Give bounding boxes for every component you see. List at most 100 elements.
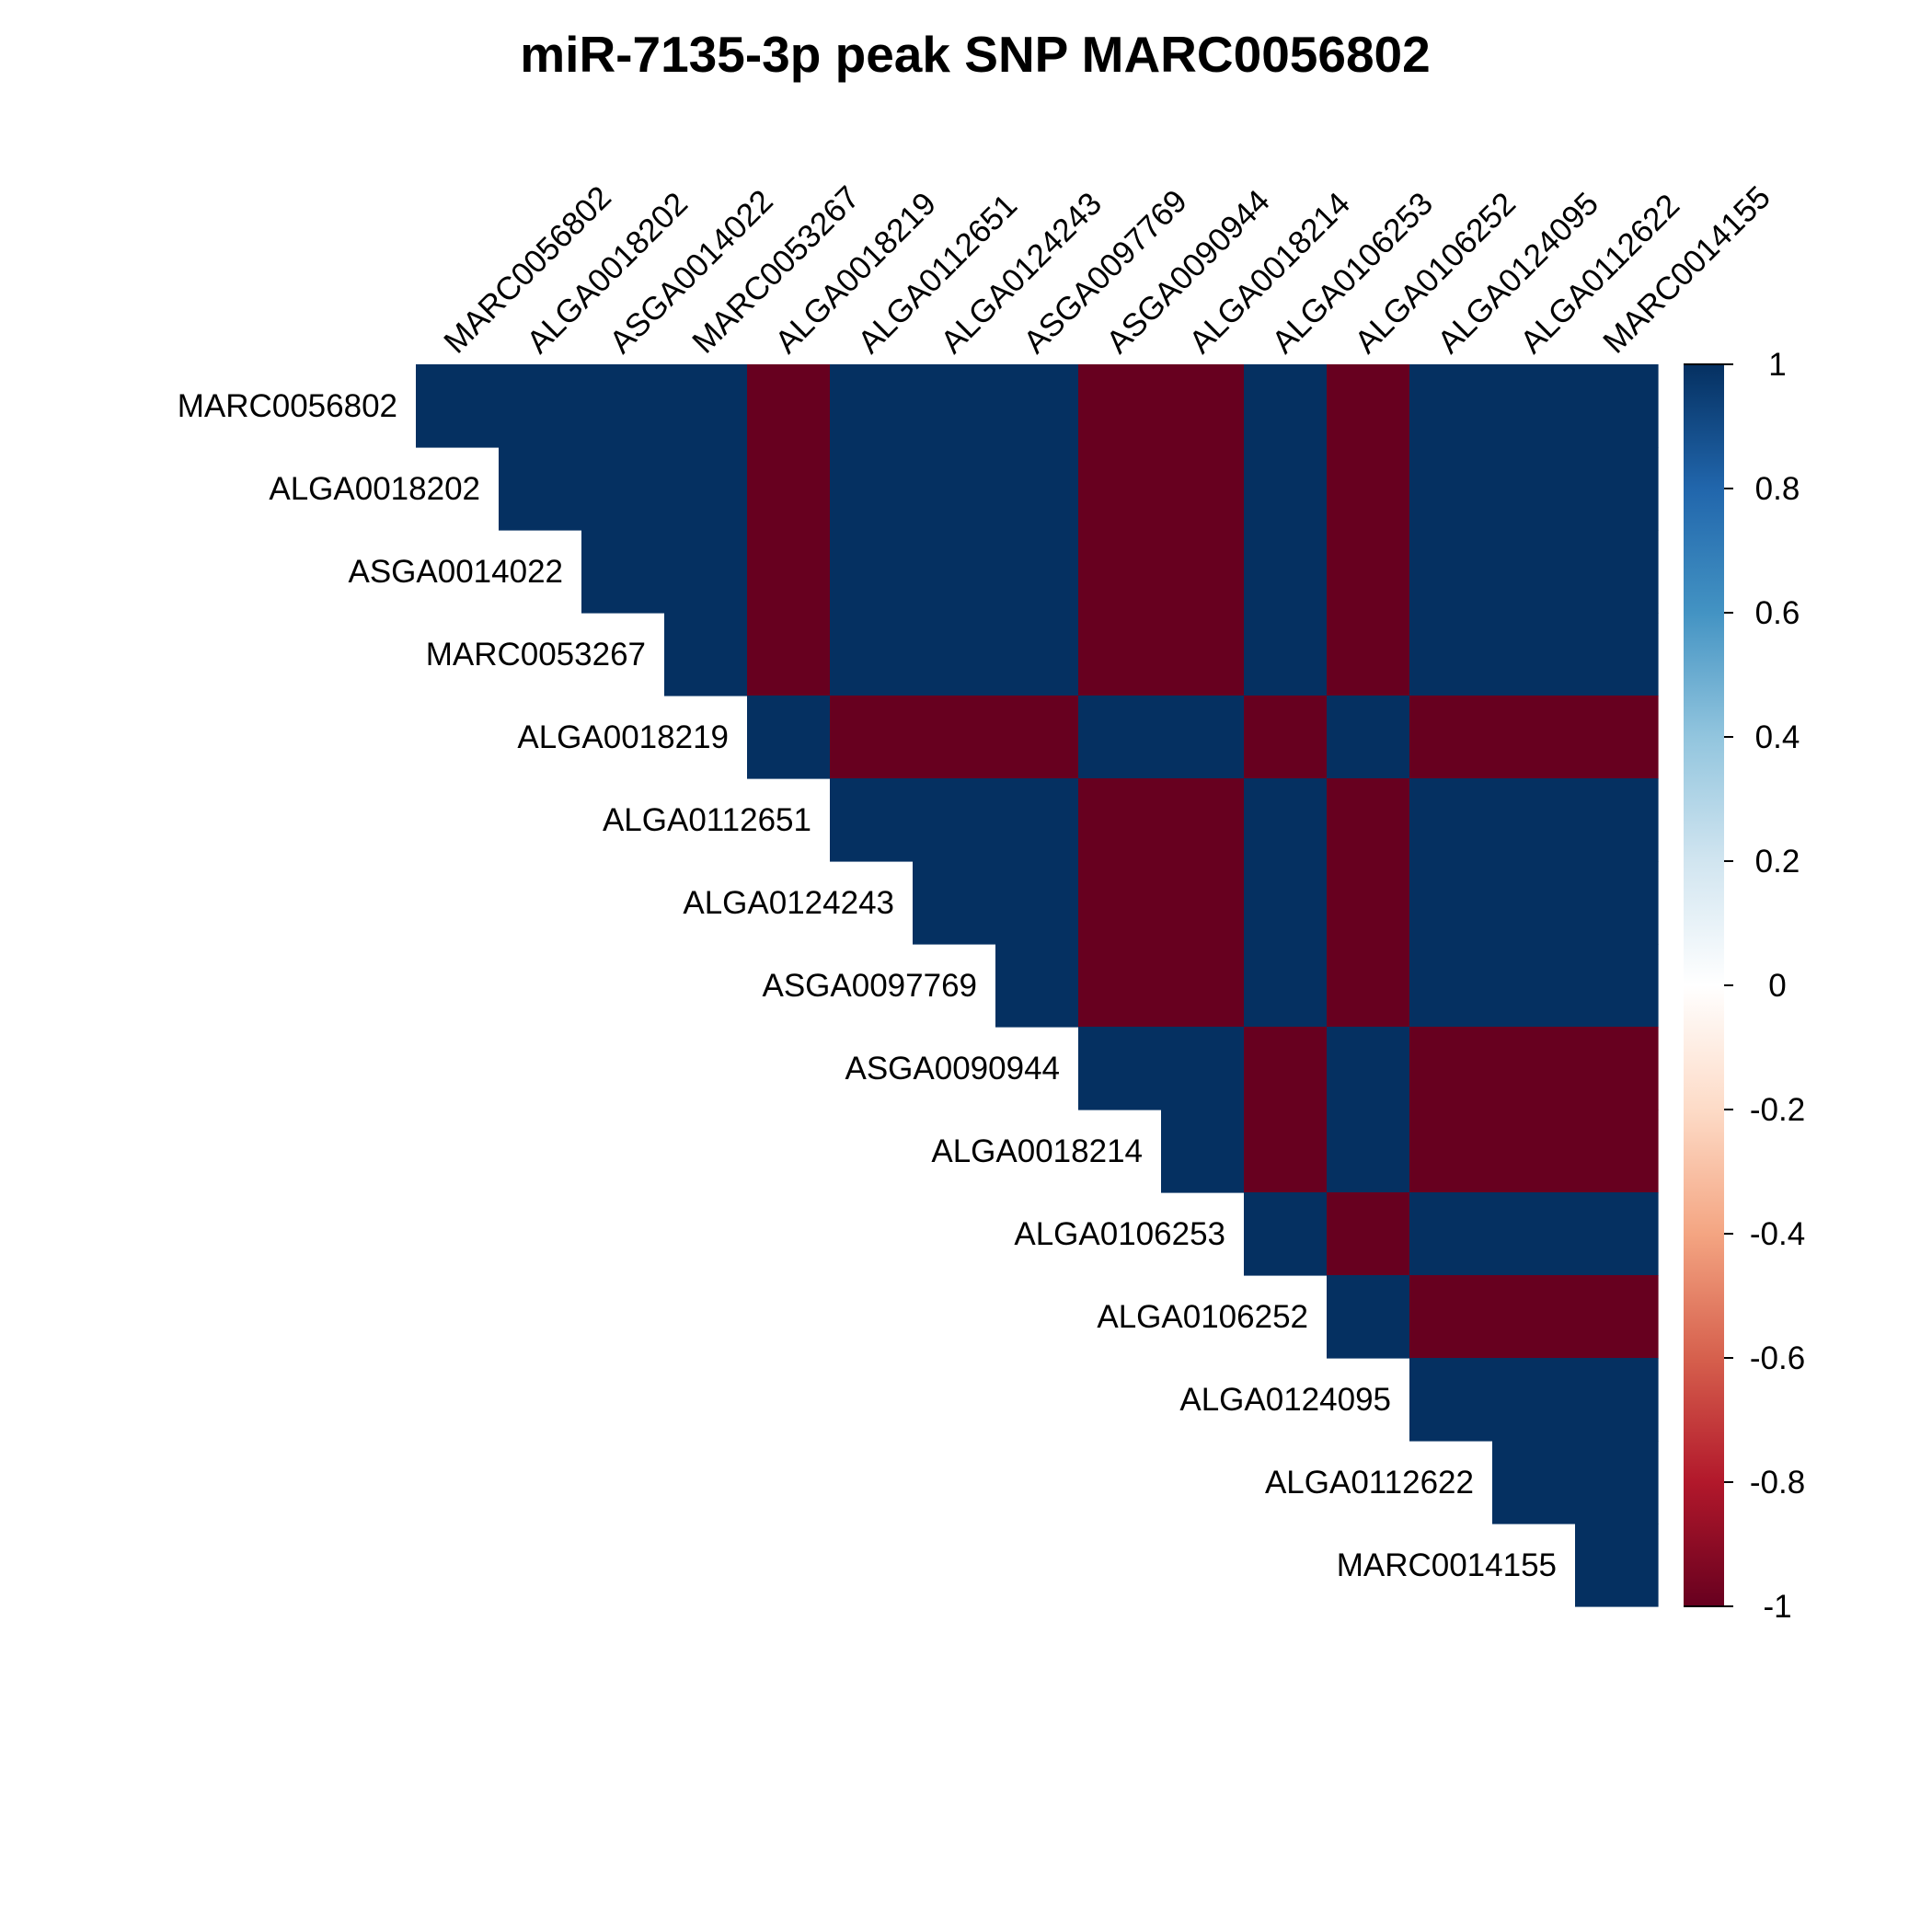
- heatmap-cell-1-5: [830, 447, 914, 531]
- heatmap-cell-3-11: [1327, 613, 1410, 696]
- heatmap-cell-0-13: [1492, 364, 1576, 448]
- heatmap-cell-1-11: [1327, 447, 1410, 531]
- heatmap-cell-10-13: [1492, 1192, 1576, 1276]
- heatmap-cell-7-7: [995, 944, 1079, 1028]
- heatmap-cell-0-3: [664, 364, 748, 448]
- colorbar-tick-label: 0.6: [1755, 595, 1800, 631]
- row-label: ALGA0018202: [269, 471, 480, 507]
- heatmap-cell-5-12: [1409, 778, 1493, 862]
- heatmap-cell-1-6: [913, 447, 996, 531]
- heatmap-cell-1-9: [1161, 447, 1245, 531]
- heatmap-cell-5-5: [830, 778, 914, 862]
- row-label: ALGA0112651: [603, 802, 811, 838]
- heatmap-cell-12-12: [1409, 1358, 1493, 1442]
- heatmap-cell-1-7: [995, 447, 1079, 531]
- heatmap-cell-2-3: [664, 530, 748, 614]
- colorbar-tick-label: -0.2: [1750, 1092, 1805, 1128]
- heatmap-cell-3-10: [1244, 613, 1328, 696]
- heatmap-cell-8-13: [1492, 1027, 1576, 1110]
- heatmap-cells: [416, 364, 1659, 1607]
- heatmap-cell-12-13: [1492, 1358, 1576, 1442]
- heatmap-cell-5-10: [1244, 778, 1328, 862]
- row-label: ALGA0106252: [1097, 1299, 1308, 1335]
- colorbar-tick-label: -0.8: [1750, 1465, 1805, 1501]
- heatmap-cell-13-14: [1575, 1441, 1659, 1524]
- row-label: ASGA0097769: [762, 968, 977, 1004]
- colorbar-tick-label: 0.2: [1755, 844, 1800, 880]
- colorbar-tick-label: 0.4: [1755, 719, 1800, 755]
- heatmap-cell-8-8: [1078, 1027, 1162, 1110]
- heatmap-cell-0-6: [913, 364, 996, 448]
- heatmap-cell-4-8: [1078, 696, 1162, 779]
- heatmap-cell-9-12: [1409, 1110, 1493, 1193]
- row-label: ALGA0018219: [517, 719, 729, 755]
- row-labels: MARC0056802 ALGA0018202 ASGA0014022 MARC005…: [178, 388, 1557, 1583]
- heatmap-cell-6-10: [1244, 861, 1328, 945]
- heatmap-cell-2-11: [1327, 530, 1410, 614]
- heatmap-cell-10-12: [1409, 1192, 1493, 1276]
- heatmap-cell-7-13: [1492, 944, 1576, 1028]
- heatmap-cell-5-14: [1575, 778, 1659, 862]
- heatmap-cell-13-13: [1492, 1441, 1576, 1524]
- heatmap-cell-8-11: [1327, 1027, 1410, 1110]
- heatmap-cell-11-13: [1492, 1275, 1576, 1359]
- heatmap-cell-0-9: [1161, 364, 1245, 448]
- heatmap-cell-0-10: [1244, 364, 1328, 448]
- heatmap-cell-7-8: [1078, 944, 1162, 1028]
- heatmap-cell-2-12: [1409, 530, 1493, 614]
- heatmap-cell-5-9: [1161, 778, 1245, 862]
- heatmap-cell-0-5: [830, 364, 914, 448]
- heatmap-cell-0-14: [1575, 364, 1659, 448]
- heatmap-cell-1-10: [1244, 447, 1328, 531]
- row-label: ALGA0112622: [1265, 1465, 1474, 1501]
- row-label: MARC0014155: [1337, 1547, 1557, 1583]
- heatmap-cell-1-14: [1575, 447, 1659, 531]
- heatmap-cell-1-8: [1078, 447, 1162, 531]
- heatmap-cell-6-14: [1575, 861, 1659, 945]
- row-label: ALGA0106253: [1014, 1216, 1225, 1252]
- heatmap-cell-1-2: [581, 447, 665, 531]
- heatmap-cell-4-13: [1492, 696, 1576, 779]
- heatmap-cell-9-10: [1244, 1110, 1328, 1193]
- heatmap-cell-3-13: [1492, 613, 1576, 696]
- colorbar-tick-label: 0: [1768, 968, 1786, 1004]
- heatmap-cell-2-4: [747, 530, 831, 614]
- heatmap-cell-1-12: [1409, 447, 1493, 531]
- heatmap-cell-9-11: [1327, 1110, 1410, 1193]
- colorbar-tick-label: 1: [1768, 347, 1786, 383]
- heatmap-cell-8-10: [1244, 1027, 1328, 1110]
- heatmap-cell-3-5: [830, 613, 914, 696]
- heatmap-cell-10-10: [1244, 1192, 1328, 1276]
- heatmap-cell-0-12: [1409, 364, 1493, 448]
- heatmap-cell-8-14: [1575, 1027, 1659, 1110]
- heatmap-cell-5-8: [1078, 778, 1162, 862]
- heatmap-cell-2-9: [1161, 530, 1245, 614]
- heatmap-cell-4-14: [1575, 696, 1659, 779]
- heatmap-cell-0-11: [1327, 364, 1410, 448]
- row-label: ALGA0124243: [683, 885, 894, 921]
- heatmap-cell-6-9: [1161, 861, 1245, 945]
- column-labels: MARC0056802ALGA0018202ASGA0014022MARC005…: [437, 179, 1777, 361]
- heatmap-cell-5-11: [1327, 778, 1410, 862]
- heatmap-cell-7-11: [1327, 944, 1410, 1028]
- heatmap-cell-11-14: [1575, 1275, 1659, 1359]
- heatmap-cell-1-4: [747, 447, 831, 531]
- heatmap-cell-6-13: [1492, 861, 1576, 945]
- chart-title: miR-7135-3p peak SNP MARC0056802: [520, 26, 1430, 83]
- heatmap-cell-2-8: [1078, 530, 1162, 614]
- colorbar-tick-label: 0.8: [1755, 471, 1800, 507]
- heatmap-cell-2-10: [1244, 530, 1328, 614]
- heatmap-cell-4-7: [995, 696, 1079, 779]
- heatmap-cell-10-11: [1327, 1192, 1410, 1276]
- heatmap-cell-3-7: [995, 613, 1079, 696]
- heatmap-cell-5-6: [913, 778, 996, 862]
- heatmap-cell-11-11: [1327, 1275, 1410, 1359]
- heatmap-cell-2-7: [995, 530, 1079, 614]
- heatmap-cell-6-12: [1409, 861, 1493, 945]
- heatmap-cell-8-9: [1161, 1027, 1245, 1110]
- heatmap-cell-3-3: [664, 613, 748, 696]
- heatmap-cell-1-13: [1492, 447, 1576, 531]
- heatmap-cell-7-12: [1409, 944, 1493, 1028]
- heatmap-cell-4-11: [1327, 696, 1410, 779]
